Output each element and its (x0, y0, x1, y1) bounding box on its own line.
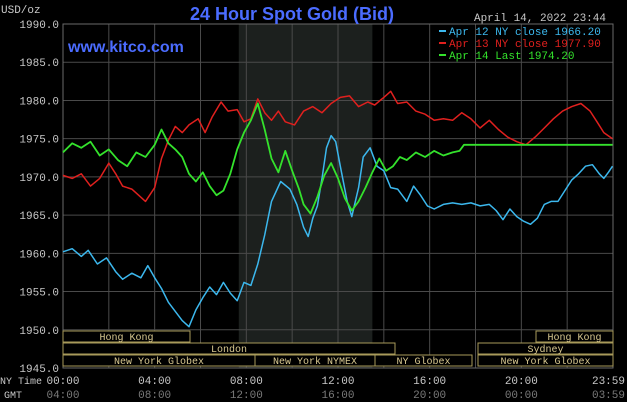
plot-frame (62, 23, 614, 369)
session-bar (62, 342, 396, 355)
x-axis-ticks: 00:00 04:00 08:00 12:00 16:00 20:00 23:59 04:00… (46, 376, 625, 402)
x-tick-label-ny: 08:00 (230, 376, 263, 388)
market-session-bars: Hong Kong London New York Globex New York N… (62, 330, 614, 368)
session-label: Hong Kong (99, 333, 153, 344)
session-label: Sydney (527, 344, 563, 356)
chart-title: 24 Hour Spot Gold (Bid) (190, 4, 394, 24)
series-line (62, 102, 613, 215)
x-tick-label-gmt: 08:00 (138, 390, 171, 402)
session-bar (535, 330, 614, 343)
nymex-session-shade (238, 24, 373, 368)
series-line (62, 134, 614, 328)
gmt-row-label: GMT (4, 391, 22, 402)
legend-entry: Apr 14 Last 1974.20 (449, 51, 574, 63)
x-tick-label-gmt: 12:00 (230, 390, 263, 402)
x-tick-label-gmt: 16:00 (321, 390, 354, 402)
y-tick-label: 1945.0 (19, 364, 59, 376)
x-tick-label-gmt: 03:59 (592, 390, 625, 402)
x-tick-label-ny: 16:00 (413, 376, 446, 388)
session-label: New York Globex (500, 356, 590, 368)
session-bar (477, 342, 614, 355)
session-bar (374, 354, 473, 367)
session-label: NY Globex (396, 356, 450, 368)
legend-entry: Apr 13 NY close 1977.90 (449, 39, 601, 51)
legend-entry: Apr 12 NY close 1966.20 (449, 27, 601, 39)
y-tick-label: 1980.0 (19, 96, 59, 108)
session-bar (477, 354, 614, 367)
y-tick-label: 1990.0 (19, 20, 59, 32)
x-tick-label-gmt: 04:00 (46, 390, 79, 402)
ny-time-row-label: NY Time (0, 376, 42, 388)
session-bar (62, 330, 191, 343)
y-tick-label: 1975.0 (19, 135, 59, 147)
session-label: New York Globex (114, 356, 204, 368)
y-tick-label: 1960.0 (19, 249, 59, 261)
x-tick-label-ny: 04:00 (138, 376, 171, 388)
session-label: London (211, 344, 247, 356)
series-line (62, 90, 613, 203)
y-tick-label: 1950.0 (19, 326, 59, 338)
y-axis-unit-label: USD/oz (1, 5, 41, 17)
y-tick-label: 1965.0 (19, 211, 59, 223)
y-axis-ticks: 1990.0 1985.0 1980.0 1975.0 1970.0 1965.0 1960… (19, 20, 59, 376)
grid (62, 23, 614, 369)
x-tick-label-ny: 20:00 (505, 376, 538, 388)
price-series (62, 90, 614, 328)
x-tick-label-gmt: 20:00 (413, 390, 446, 402)
timestamp: April 14, 2022 23:44 (474, 13, 606, 25)
session-label: New York NYMEX (273, 356, 357, 368)
session-label: Hong Kong (547, 333, 601, 344)
x-tick-label-ny: 23:59 (592, 376, 625, 388)
x-tick-label-gmt: 00:00 (505, 390, 538, 402)
watermark: www.kitco.com (67, 39, 184, 56)
y-tick-label: 1970.0 (19, 173, 59, 185)
x-tick-label-ny: 12:00 (321, 376, 354, 388)
x-tick-label-ny: 00:00 (46, 376, 79, 388)
y-tick-label: 1985.0 (19, 58, 59, 70)
y-tick-label: 1955.0 (19, 288, 59, 300)
